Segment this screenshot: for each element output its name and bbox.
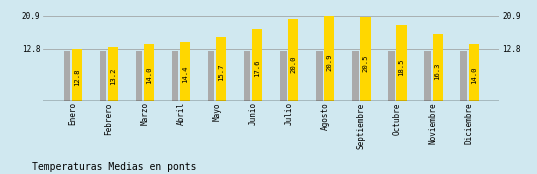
Text: 13.2: 13.2 (110, 68, 116, 85)
Text: 14.4: 14.4 (182, 66, 188, 83)
Bar (316, 51, 323, 101)
Text: 20.5: 20.5 (362, 54, 368, 72)
Bar (208, 51, 214, 101)
Bar (424, 51, 431, 101)
Text: 20.9: 20.9 (326, 54, 332, 71)
Bar (172, 51, 178, 101)
Bar (108, 47, 118, 101)
Bar (252, 29, 263, 101)
Text: 12.8: 12.8 (74, 69, 80, 86)
Text: 17.6: 17.6 (255, 60, 260, 77)
Bar (280, 51, 287, 101)
Bar (388, 51, 395, 101)
Text: 18.5: 18.5 (398, 58, 404, 76)
Bar (396, 25, 407, 101)
Text: 14.0: 14.0 (146, 66, 152, 84)
Bar (144, 44, 154, 101)
Bar (460, 51, 467, 101)
Text: 20.0: 20.0 (291, 55, 296, 73)
Bar (432, 34, 442, 101)
Text: 14.0: 14.0 (470, 66, 477, 84)
Bar (64, 51, 70, 101)
Bar (100, 51, 106, 101)
Bar (288, 19, 299, 101)
Bar (352, 51, 359, 101)
Bar (72, 49, 82, 101)
Bar (216, 37, 226, 101)
Bar (360, 17, 371, 101)
Text: 16.3: 16.3 (434, 62, 440, 80)
Bar (244, 51, 250, 101)
Bar (136, 51, 142, 101)
Bar (324, 15, 335, 101)
Bar (469, 44, 478, 101)
Text: Temperaturas Medias en ponts: Temperaturas Medias en ponts (32, 162, 197, 172)
Text: 15.7: 15.7 (218, 63, 224, 81)
Bar (180, 42, 190, 101)
